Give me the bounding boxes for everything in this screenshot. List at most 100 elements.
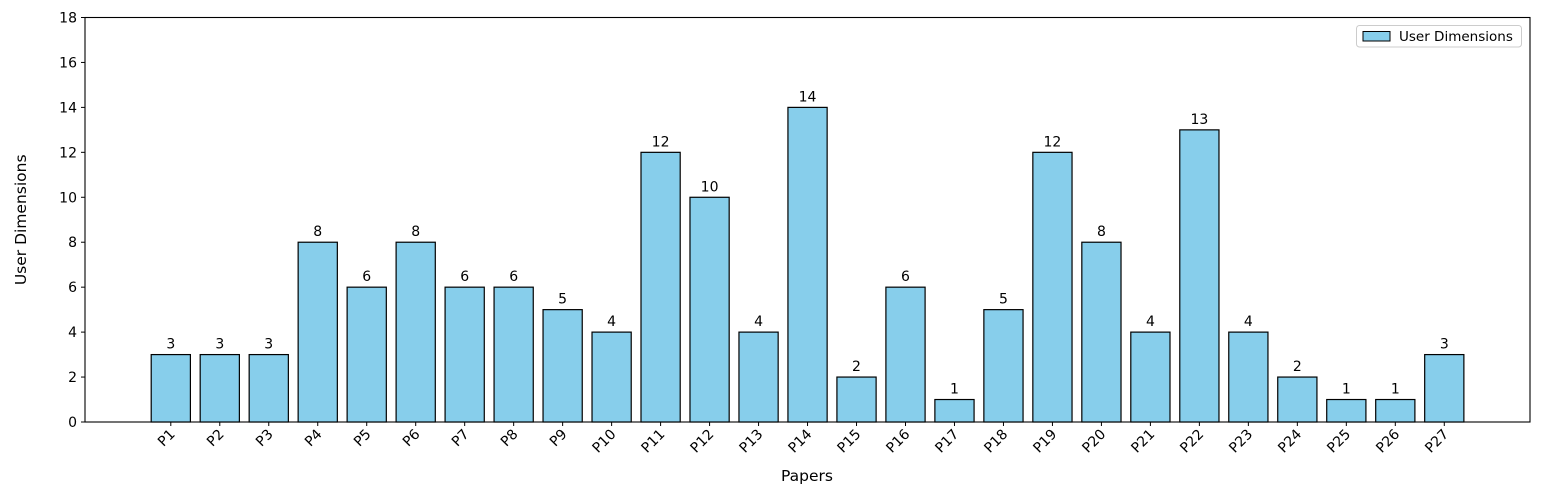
bar-value-label: 8 [313, 224, 322, 240]
x-tick-label: P20 [1079, 427, 1109, 457]
x-tick-label: P3 [253, 427, 277, 451]
bar-value-label: 6 [362, 269, 371, 285]
bar-value-label: 2 [852, 359, 861, 375]
bar-value-label: 8 [411, 224, 420, 240]
x-tick-label: P6 [400, 426, 424, 450]
bar-P1 [150, 353, 191, 423]
legend-swatch [1362, 31, 1391, 42]
bar-value-label: 1 [950, 382, 959, 398]
bar-P4 [297, 241, 338, 423]
bar-P9 [542, 309, 583, 423]
y-tick-label: 0 [68, 415, 77, 431]
bar-value-label: 1 [1391, 382, 1400, 398]
x-tick-label: P12 [688, 427, 718, 457]
x-tick-label: P19 [1030, 427, 1060, 457]
bars [150, 106, 1465, 423]
x-tick-label: P14 [785, 426, 815, 456]
x-tick-label: P1 [155, 427, 179, 451]
x-tick-label: P24 [1275, 426, 1305, 456]
bar-value-label: 8 [1097, 224, 1106, 240]
x-tick-label: P23 [1226, 427, 1256, 457]
x-tick-label: P8 [498, 427, 522, 451]
x-axis-label: Papers [781, 467, 833, 485]
bar-value-label: 4 [1146, 314, 1155, 330]
bar-value-label: 1 [1342, 382, 1351, 398]
x-tick-label: P4 [302, 426, 326, 450]
bar-value-label: 6 [901, 269, 910, 285]
bar-value-label: 3 [166, 337, 175, 353]
x-tick-label: P17 [932, 427, 962, 457]
x-tick-label: P16 [883, 426, 913, 456]
bar-value-label: 13 [1190, 112, 1208, 128]
bar-P10 [591, 331, 632, 423]
bar-value-label: 4 [607, 314, 616, 330]
y-tick-label: 8 [68, 235, 77, 251]
bar-P12 [689, 196, 730, 423]
bar-value-label: 3 [1440, 337, 1449, 353]
y-axis-label: User Dimensions [12, 154, 30, 285]
bar-P25 [1326, 398, 1367, 423]
x-tick-label: P15 [834, 427, 864, 457]
y-tick-label: 12 [59, 145, 77, 161]
legend: User Dimensions [1356, 25, 1522, 48]
bar-value-label: 4 [754, 314, 763, 330]
x-tick-label: P5 [351, 427, 375, 451]
bar-value-label: 12 [1044, 134, 1062, 150]
bar-value-label: 6 [460, 269, 469, 285]
y-tick-label: 6 [68, 280, 77, 296]
legend-label: User Dimensions [1399, 29, 1513, 45]
bar-value-label: 4 [1244, 314, 1253, 330]
bar-value-label: 12 [652, 134, 670, 150]
x-tick-label: P26 [1373, 426, 1403, 456]
y-tick-label: 4 [68, 325, 77, 341]
bar-P21 [1130, 331, 1171, 423]
bar-P16 [885, 286, 926, 423]
bar-P27 [1424, 353, 1465, 423]
y-tick-label: 16 [59, 55, 77, 71]
bar-P17 [934, 398, 975, 423]
bar-P14 [787, 106, 828, 423]
bar-P2 [199, 353, 240, 423]
bar-P7 [444, 286, 485, 423]
bar-P19 [1032, 151, 1073, 423]
bar-value-label: 10 [701, 179, 719, 195]
bar-value-label: 2 [1293, 359, 1302, 375]
y-tick-label: 18 [59, 11, 77, 27]
bar-value-label: 5 [999, 292, 1008, 308]
x-tick-label: P9 [547, 427, 571, 451]
x-tick-label: P7 [449, 427, 473, 451]
x-tick-label: P18 [981, 427, 1011, 457]
x-tick-label: P22 [1177, 427, 1207, 457]
bar-P11 [640, 151, 681, 423]
x-tick-label: P10 [590, 427, 620, 457]
bar-value-label: 14 [799, 89, 817, 105]
bar-P24 [1277, 376, 1318, 423]
bar-P22 [1179, 129, 1220, 423]
bar-value-label: 3 [215, 337, 224, 353]
x-tick-label: P2 [204, 427, 228, 451]
y-tick-label: 14 [59, 100, 77, 116]
y-tick-label: 2 [68, 370, 77, 386]
x-tick-label: P11 [639, 427, 669, 457]
bar-P3 [248, 353, 289, 423]
bar-P5 [346, 286, 387, 423]
bar-P8 [493, 286, 534, 423]
bar-value-label: 3 [264, 337, 273, 353]
bar-value-label: 6 [509, 269, 518, 285]
x-axis-ticks: P1 P2 P3 P4 P5 P6 P7 P8 P9 P10 P11 P12 P13 P14 P15 P16 P… [155, 422, 1452, 456]
bar-P18 [983, 309, 1024, 423]
x-tick-label: P25 [1324, 427, 1354, 457]
x-tick-label: P21 [1128, 427, 1158, 457]
legend-frame [1356, 25, 1522, 48]
bar-P23 [1228, 331, 1269, 423]
x-tick-label: P27 [1422, 427, 1452, 457]
bar-P13 [738, 331, 779, 423]
bar-P26 [1375, 398, 1416, 423]
bar-P15 [836, 376, 877, 423]
y-axis-ticks: 0 2 4 6 8 10 12 14 16 18 [59, 11, 85, 431]
y-tick-label: 10 [59, 190, 77, 206]
bar-P20 [1081, 241, 1122, 423]
